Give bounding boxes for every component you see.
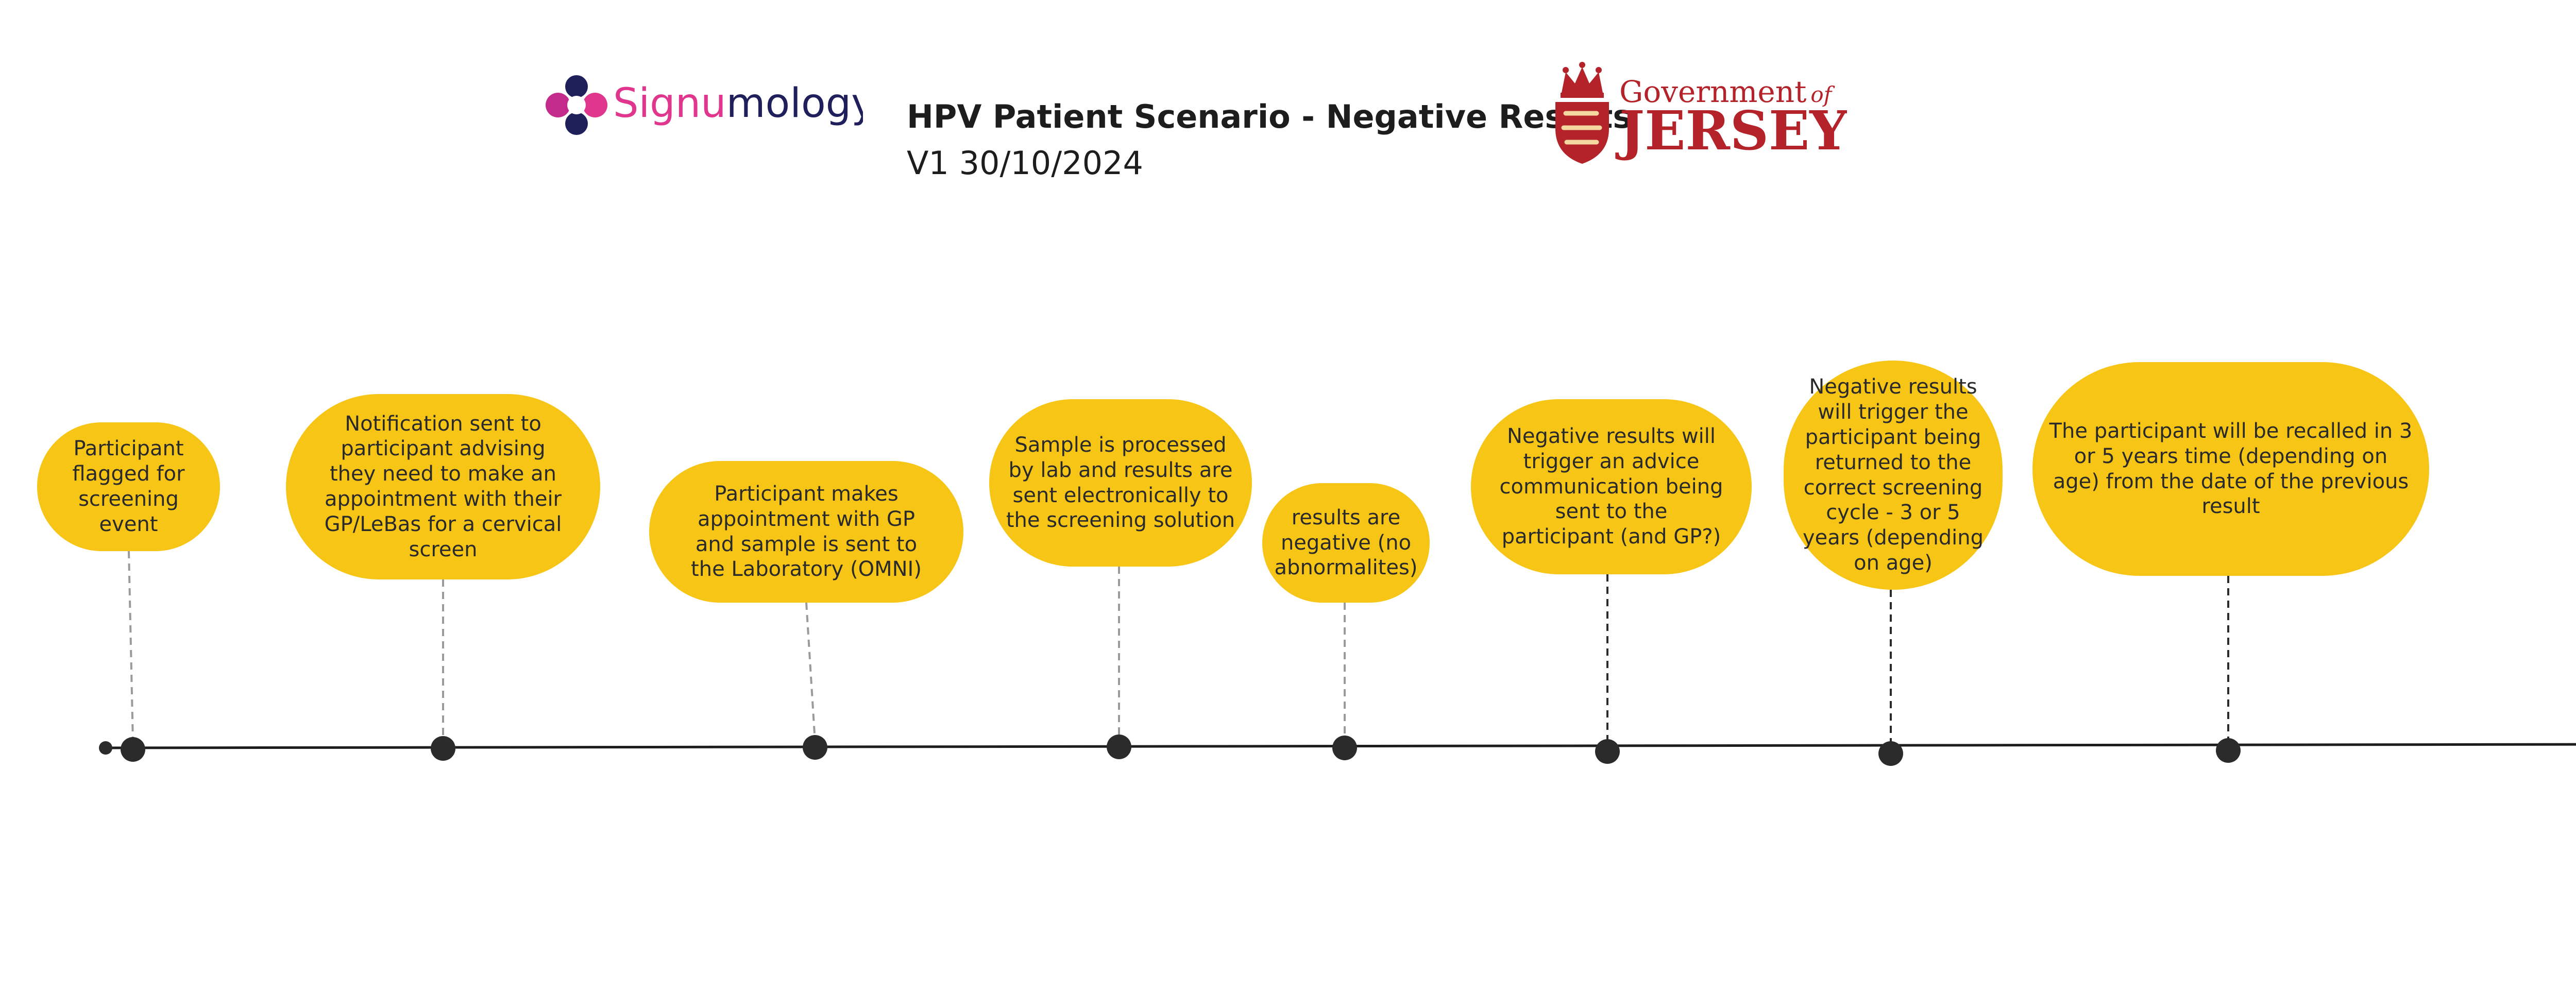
event-connector-3	[805, 602, 816, 742]
timeline-axis-line	[103, 743, 2576, 749]
event-text-6: Negative results will trigger an advice …	[1499, 424, 1723, 549]
jersey-crest-icon	[1555, 62, 1609, 164]
timeline-start-dot	[99, 741, 112, 755]
event-bubble-2: Notification sent to participant advisin…	[286, 394, 600, 579]
signumology-text-part1: Signu	[613, 80, 726, 127]
jersey-line2: JERSEY	[1615, 99, 1847, 162]
signumology-logo: Signumology	[544, 72, 875, 144]
event-bubble-1: Participant flagged for screening event	[37, 422, 220, 551]
event-bubble-7: Negative results will trigger the partic…	[1784, 361, 2003, 590]
event-connector-1	[128, 551, 134, 742]
signumology-text-part2: mology	[726, 80, 863, 127]
version-label: V1 30/10/2024	[907, 144, 1143, 182]
page-title: HPV Patient Scenario - Negative Results	[907, 98, 1632, 135]
event-bubble-3: Participant makes appointment with GP an…	[649, 461, 963, 603]
signumology-logo-icon	[546, 75, 607, 135]
event-bubble-4: Sample is processed by lab and results a…	[989, 399, 1252, 567]
event-text-4: Sample is processed by lab and results a…	[1006, 433, 1235, 533]
event-dot-1	[121, 737, 145, 762]
event-dot-4	[1107, 734, 1131, 759]
event-dot-7	[1878, 741, 1903, 766]
event-text-2: Notification sent to participant advisin…	[324, 412, 562, 561]
event-text-3: Participant makes appointment with GP an…	[691, 482, 922, 582]
event-dot-5	[1332, 736, 1357, 760]
event-dot-6	[1595, 739, 1620, 764]
event-text-7: Negative results will trigger the partic…	[1803, 375, 1984, 575]
event-text-1: Participant flagged for screening event	[72, 437, 185, 536]
event-dot-8	[2216, 738, 2241, 763]
jersey-logo: Government of JERSEY	[1548, 57, 1849, 167]
event-dot-3	[803, 735, 827, 760]
event-text-8: The participant will be recalled in 3 or…	[2049, 419, 2413, 519]
jersey-line1: Government	[1619, 74, 1806, 109]
event-bubble-6: Negative results will trigger an advice …	[1471, 399, 1752, 574]
event-bubble-8: The participant will be recalled in 3 or…	[2032, 362, 2429, 576]
event-text-5: results are negative (no abnormalites)	[1274, 505, 1418, 580]
jersey-line1-suffix: of	[1810, 82, 1835, 107]
event-dot-2	[431, 736, 455, 761]
event-bubble-5: results are negative (no abnormalites)	[1262, 483, 1430, 603]
svg-text:Signumology: Signumology	[613, 80, 863, 127]
